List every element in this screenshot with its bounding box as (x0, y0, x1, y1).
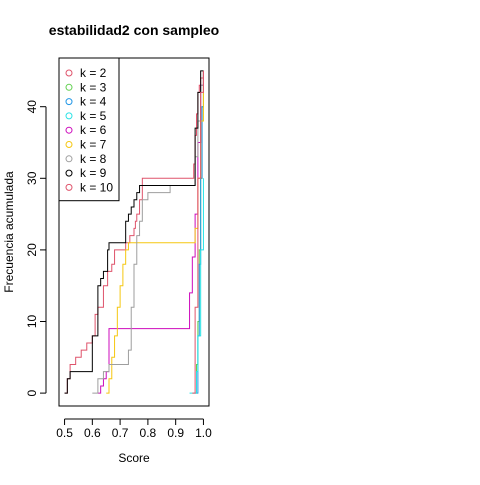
legend-marker (65, 141, 73, 148)
legend-label: k = 8 (80, 152, 107, 166)
y-axis-label: Frecuencia acumulada (2, 171, 16, 293)
x-tick-label: 0.6 (84, 426, 101, 440)
legend-label: k = 4 (80, 95, 107, 109)
series-line-k-6 (97, 70, 204, 394)
x-tick-label: 0.8 (140, 426, 157, 440)
y-axis: 0 10 20 30 40 (25, 100, 47, 396)
legend-marker (65, 69, 73, 77)
legend-label: k = 5 (80, 109, 107, 123)
legend-label: k = 2 (80, 66, 107, 80)
series-line-k-8 (92, 70, 204, 394)
legend-marker (65, 126, 73, 134)
y-tick-label: 30 (25, 171, 39, 185)
legend: k = 2k = 3k = 4k = 5k = 6k = 7k = 8k = 9… (58, 57, 120, 202)
y-tick-label: 40 (25, 100, 39, 114)
x-tick-label: 0.7 (112, 426, 129, 440)
y-tick-label: 20 (25, 243, 39, 257)
legend-label: k = 3 (80, 80, 107, 94)
chart-title: estabilidad2 con sampleo (49, 22, 219, 38)
legend-box (58, 57, 120, 202)
y-tick-label: 0 (25, 389, 39, 396)
legend-marker (65, 155, 73, 163)
x-tick-label: 1.0 (195, 426, 212, 440)
x-axis-label: Score (118, 451, 150, 465)
series-line-k-10 (192, 70, 204, 394)
legend-marker (65, 169, 73, 177)
legend-marker (65, 83, 73, 91)
x-tick-label: 0.9 (167, 426, 184, 440)
legend-marker (65, 183, 73, 191)
legend-label: k = 10 (80, 180, 113, 194)
x-axis: 0.5 0.6 0.7 0.8 0.9 1.0 (56, 418, 212, 440)
series-line-k-9 (64, 70, 204, 394)
x-tick-label: 0.5 (56, 426, 73, 440)
legend-marker (65, 112, 73, 120)
legend-marker (65, 98, 73, 106)
legend-label: k = 7 (80, 138, 107, 152)
legend-label: k = 6 (80, 123, 107, 137)
y-tick-label: 10 (25, 315, 39, 329)
legend-label: k = 9 (80, 166, 107, 180)
plot-frame (58, 57, 210, 407)
series-layer (64, 70, 204, 394)
